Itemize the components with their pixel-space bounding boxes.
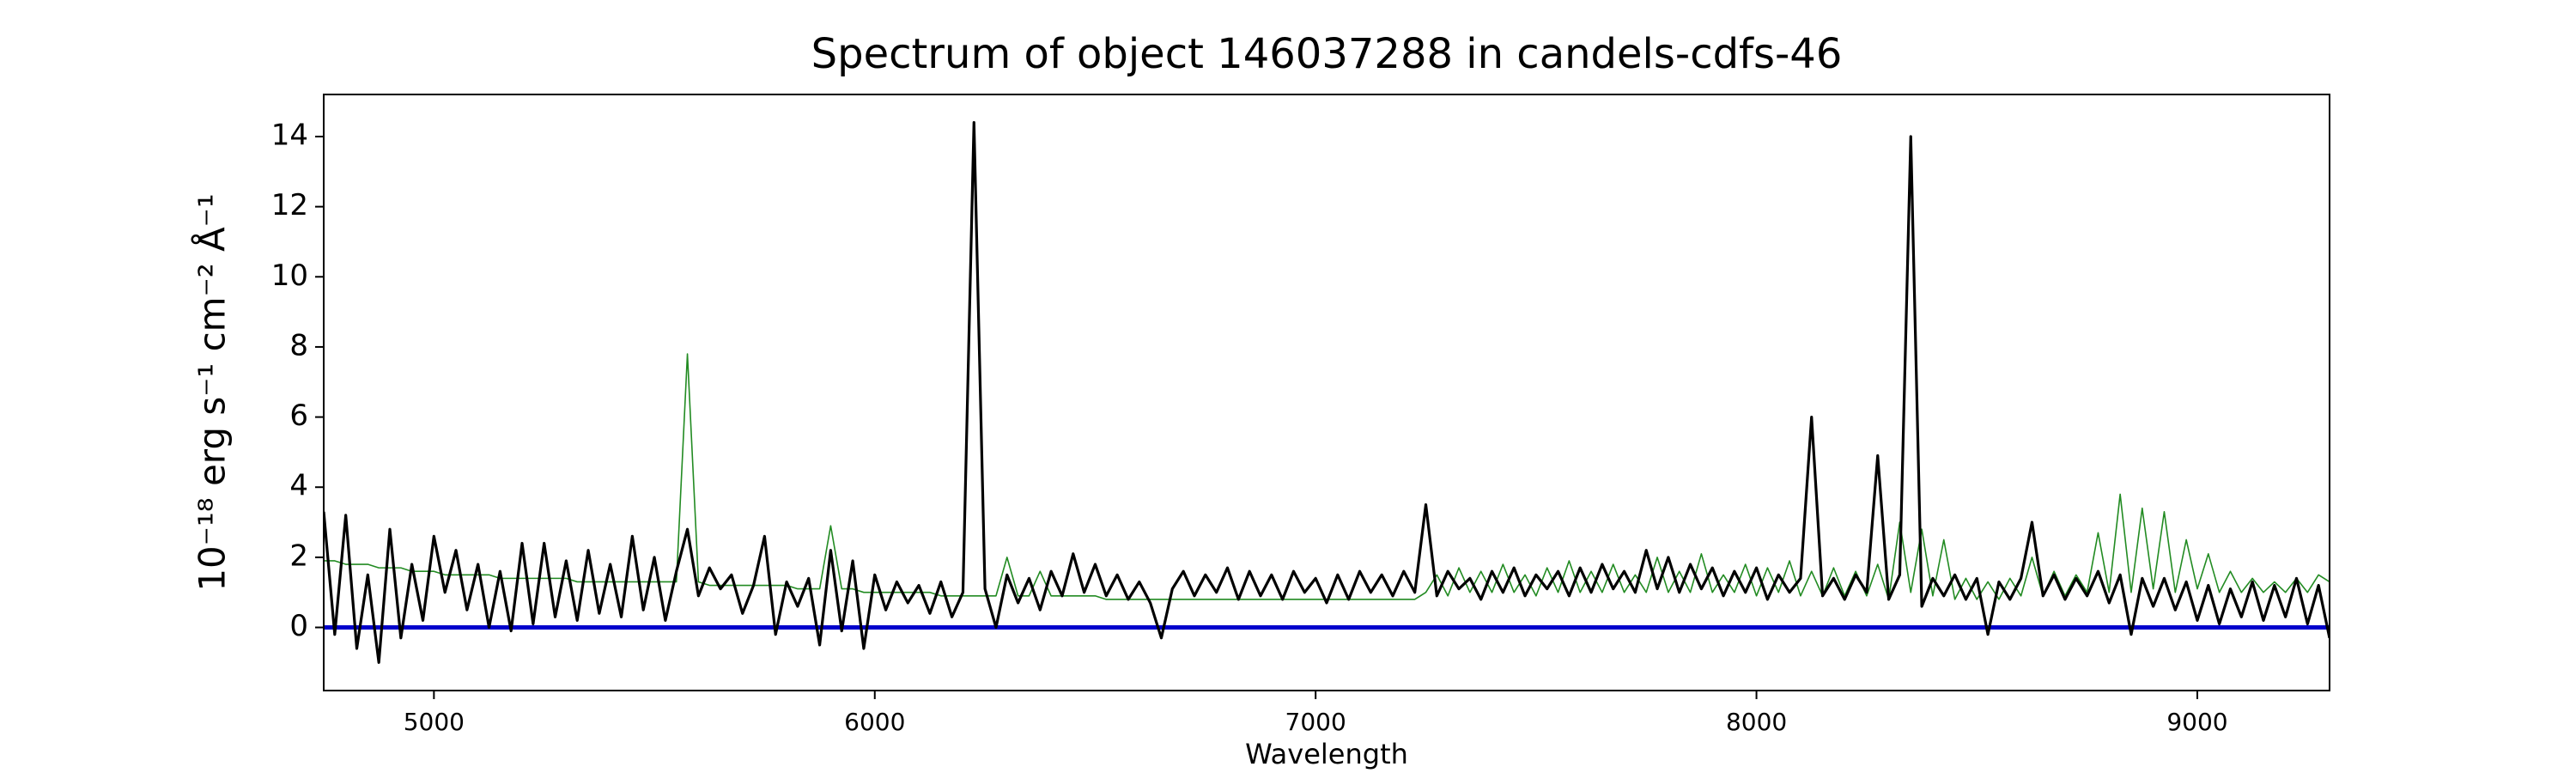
x-tick-label: 6000: [844, 708, 905, 736]
x-tick-label: 5000: [404, 708, 465, 736]
y-tick-label: 2: [289, 539, 308, 573]
x-tick-label: 9000: [2166, 708, 2227, 736]
y-tick-label: 6: [289, 399, 308, 433]
y-tick-label: 0: [289, 609, 308, 643]
x-tick-label: 8000: [1726, 708, 1787, 736]
y-axis-label: 10⁻¹⁸ erg s⁻¹ cm⁻² Å⁻¹: [191, 193, 234, 591]
chart-title: Spectrum of object 146037288 in candels-…: [811, 30, 1843, 78]
y-tick-label: 4: [289, 469, 308, 503]
plot-frame: [323, 94, 2330, 691]
x-axis-label: Wavelength: [1245, 738, 1408, 770]
y-tick-label: 8: [289, 328, 308, 362]
y-tick-label: 12: [271, 188, 308, 222]
x-tick-label: 7000: [1285, 708, 1346, 736]
y-tick-label: 10: [271, 259, 308, 293]
y-tick-label: 14: [271, 118, 308, 152]
spectrum-line: [324, 121, 2330, 664]
spectrum-line: [324, 353, 2330, 600]
